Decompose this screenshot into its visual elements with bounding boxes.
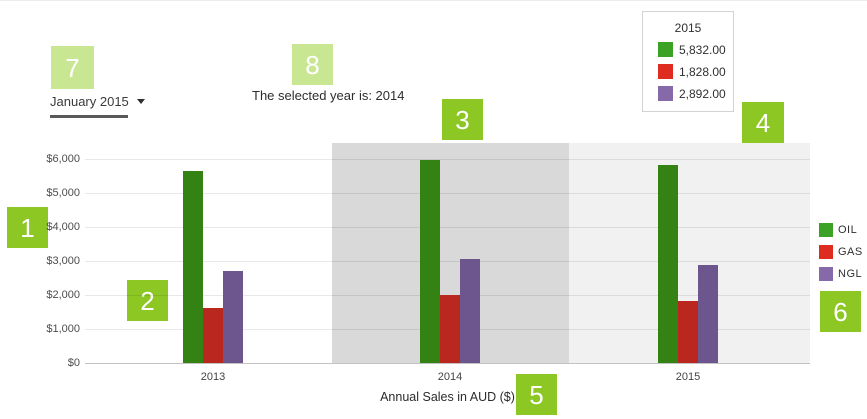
y-axis-tick-label: $1,000: [46, 323, 80, 335]
chart-tooltip: 2015 5,832.00 1,828.00 2,892.00: [642, 11, 734, 112]
legend-label-oil: OIL: [838, 224, 858, 236]
period-dropdown[interactable]: January 2015: [50, 94, 145, 118]
dropdown-underline: [50, 115, 128, 118]
callout-badge-8: 8: [292, 44, 333, 85]
tooltip-value-ngl: 2,892.00: [679, 86, 726, 101]
oil-swatch-icon: [658, 42, 673, 57]
x-axis-tick-label: 2014: [437, 371, 463, 383]
bar-oil-2015[interactable]: [658, 165, 678, 363]
gas-swatch-icon: [658, 64, 673, 79]
legend-label-gas: GAS: [838, 246, 863, 258]
callout-badge-4: 4: [742, 102, 784, 144]
plot-area: [85, 143, 810, 364]
callout-badge-7: 7: [51, 46, 94, 89]
y-axis-tick-label: $6,000: [46, 153, 80, 165]
y-axis: $0 $1,000 $2,000 $3,000 $4,000 $5,000 $6,000: [0, 143, 80, 369]
legend-item-gas[interactable]: GAS: [819, 245, 863, 259]
gridline: [85, 261, 810, 262]
x-axis-tick-label: 2015: [675, 371, 701, 383]
tooltip-title: 2015: [674, 21, 702, 35]
y-axis-tick-label: $0: [67, 357, 80, 369]
y-axis-tick-label: $5,000: [46, 187, 80, 199]
bar-gas-2013[interactable]: [203, 308, 223, 363]
callout-badge-5: 5: [516, 374, 557, 415]
bar-ngl-2015[interactable]: [698, 265, 718, 363]
legend-label-ngl: NGL: [838, 268, 863, 280]
chevron-down-icon: [136, 99, 145, 104]
callout-badge-6: 6: [820, 291, 861, 332]
oil-legend-swatch-icon: [819, 223, 833, 237]
callout-badge-2: 2: [127, 280, 168, 321]
tooltip-value-gas: 1,828.00: [679, 64, 726, 79]
gas-legend-swatch-icon: [819, 245, 833, 259]
tooltip-value-oil: 5,832.00: [679, 42, 726, 57]
tooltip-row-gas: 1,828.00: [658, 64, 733, 79]
y-axis-tick-label: $4,000: [46, 221, 80, 233]
tooltip-row-oil: 5,832.00: [658, 42, 733, 57]
gridline: [85, 193, 810, 194]
x-axis: 2013 2014 2015: [85, 371, 810, 387]
period-dropdown-value: January 2015: [50, 94, 129, 109]
x-axis-line: [85, 363, 810, 364]
bar-ngl-2014[interactable]: [460, 259, 480, 363]
bar-gas-2015[interactable]: [678, 301, 698, 363]
bar-gas-2014[interactable]: [440, 295, 460, 363]
legend-item-ngl[interactable]: NGL: [819, 267, 863, 281]
tooltip-row-ngl: 2,892.00: [658, 86, 733, 101]
x-axis-title: Annual Sales in AUD ($): [380, 390, 515, 404]
y-axis-tick-label: $2,000: [46, 289, 80, 301]
chart-legend: OIL GAS NGL: [819, 223, 863, 289]
ngl-legend-swatch-icon: [819, 267, 833, 281]
legend-item-oil[interactable]: OIL: [819, 223, 863, 237]
bar-oil-2014[interactable]: [420, 160, 440, 363]
bar-ngl-2013[interactable]: [223, 271, 243, 363]
gridline: [85, 227, 810, 228]
bar-oil-2013[interactable]: [183, 171, 203, 363]
ngl-swatch-icon: [658, 86, 673, 101]
callout-badge-1: 1: [7, 207, 48, 248]
selected-year-text: The selected year is: 2014: [252, 88, 405, 103]
callout-badge-3: 3: [442, 99, 483, 140]
x-axis-tick-label: 2013: [200, 371, 226, 383]
y-axis-tick-label: $3,000: [46, 255, 80, 267]
gridline: [85, 159, 810, 160]
